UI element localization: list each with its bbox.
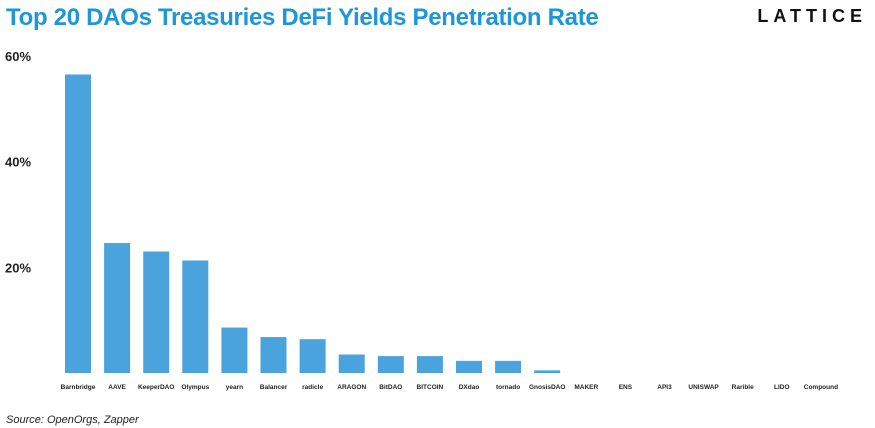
x-tick-label: BitDAO xyxy=(379,384,402,391)
x-tick-label: ENS xyxy=(619,384,633,391)
x-tick-label: ARAGON xyxy=(337,384,366,391)
x-tick-label: tornado xyxy=(496,384,520,391)
x-tick-label: LIDO xyxy=(774,384,790,391)
y-tick-label: 40% xyxy=(5,155,31,170)
chart-title: Top 20 DAOs Treasuries DeFi Yields Penet… xyxy=(6,4,599,31)
bar-aave xyxy=(104,243,131,373)
bar-aragon xyxy=(338,354,365,373)
x-tick-label: API3 xyxy=(657,384,672,391)
x-tick-label: Rarible xyxy=(732,384,754,391)
bar-bitcoin xyxy=(416,356,443,373)
bar-gnosisdao xyxy=(534,370,561,373)
x-tick-label: AAVE xyxy=(108,384,126,391)
bar-balancer xyxy=(260,337,287,373)
x-tick-label: Olympus xyxy=(181,384,209,391)
y-axis-ticks: 20% 40% 60% xyxy=(5,49,31,275)
x-axis-labels: Barnbridge AAVE KeeperDAO Olympus yearn Balan… xyxy=(61,384,838,391)
x-tick-label: Barnbridge xyxy=(61,384,96,391)
bar-yearn xyxy=(221,327,248,373)
bar-dxdao xyxy=(456,360,482,373)
x-tick-label: radicle xyxy=(302,384,323,391)
x-tick-label: GnosisDAO xyxy=(529,384,565,391)
y-tick-label: 20% xyxy=(5,260,31,275)
brand-logo: LATTICE xyxy=(757,6,867,26)
x-tick-label: DXdao xyxy=(459,384,480,391)
x-tick-label: yearn xyxy=(226,384,243,391)
bar-radicle xyxy=(299,339,326,373)
source-note: Source: OpenOrgs, Zapper xyxy=(6,414,139,426)
x-tick-label: Balancer xyxy=(260,384,288,391)
bar-tornado xyxy=(495,360,522,373)
bar-barnbridge xyxy=(65,74,91,373)
x-tick-label: MAKER xyxy=(574,384,598,391)
x-tick-label: Compound xyxy=(804,384,838,391)
y-tick-label: 60% xyxy=(5,49,31,64)
bar-keeperdao xyxy=(143,251,170,373)
bar-bitdao xyxy=(377,356,404,373)
bars xyxy=(65,74,561,373)
x-tick-label: UNISWAP xyxy=(688,384,719,391)
x-tick-label: BITCOIN xyxy=(417,384,444,391)
x-tick-label: KeeperDAO xyxy=(138,384,174,391)
bar-olympus xyxy=(182,260,209,373)
